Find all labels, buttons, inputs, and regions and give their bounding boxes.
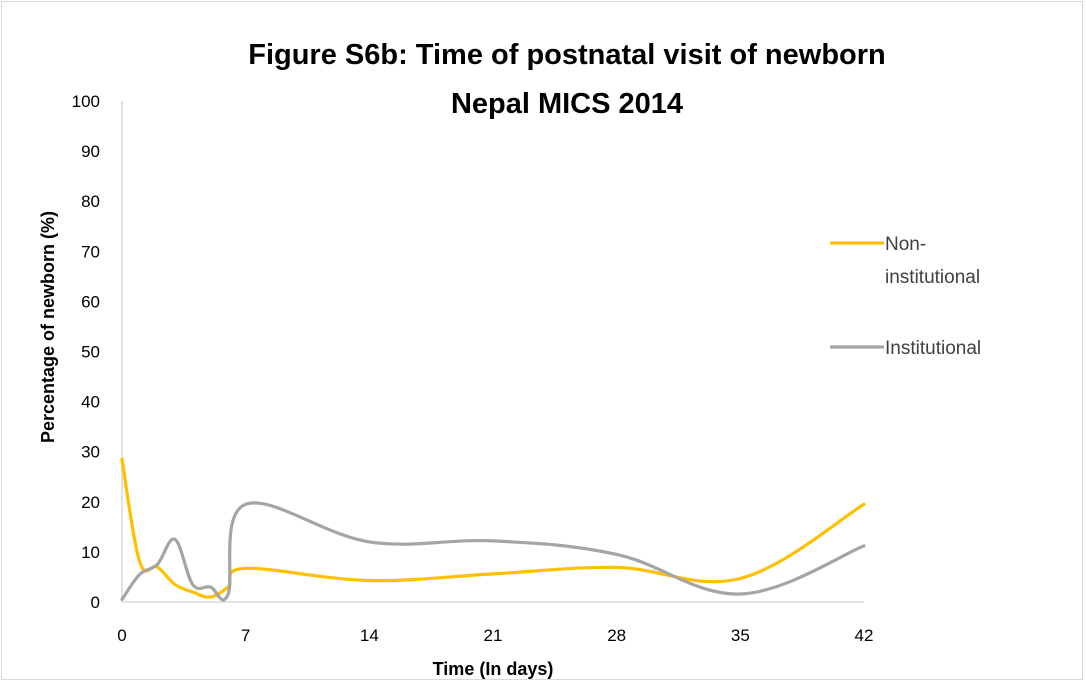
y-tick-label: 70 [81, 242, 100, 261]
y-tick-label: 10 [81, 543, 100, 562]
y-tick-label: 30 [81, 443, 100, 462]
y-tick-label: 100 [72, 92, 100, 111]
x-tick-labels: 0 7 14 21 28 35 42 [117, 626, 873, 645]
x-tick-label: 28 [607, 626, 626, 645]
legend-label: Non- [885, 234, 926, 255]
y-tick-label: 50 [81, 343, 100, 362]
y-tick-labels: 0 10 20 30 40 50 60 70 80 90 100 [72, 92, 100, 612]
y-tick-label: 80 [81, 192, 100, 211]
legend-label: Institutional [885, 338, 981, 359]
x-tick-label: 14 [360, 626, 379, 645]
chart-subtitle: Nepal MICS 2014 [451, 88, 683, 120]
x-tick-label: 7 [241, 626, 250, 645]
chart-title: Figure S6b: Time of postnatal visit of n… [248, 39, 886, 71]
y-tick-label: 90 [81, 142, 100, 161]
x-axis-title: Time (In days) [433, 659, 554, 679]
y-tick-label: 20 [81, 493, 100, 512]
y-axis-title: Percentage of newborn (%) [38, 211, 58, 443]
x-tick-label: 42 [855, 626, 874, 645]
series-line-institutional [120, 501, 866, 602]
y-tick-label: 60 [81, 292, 100, 311]
x-tick-label: 35 [731, 626, 750, 645]
series-line-non-institutional [120, 457, 866, 599]
legend-label: institutional [885, 267, 980, 288]
chart-legend: Non-institutional Institutional [830, 234, 981, 359]
y-tick-label: 40 [81, 393, 100, 412]
x-tick-label: 21 [484, 626, 503, 645]
x-tick-label: 0 [117, 626, 126, 645]
y-tick-label: 0 [91, 593, 100, 612]
series-lines [120, 457, 866, 602]
